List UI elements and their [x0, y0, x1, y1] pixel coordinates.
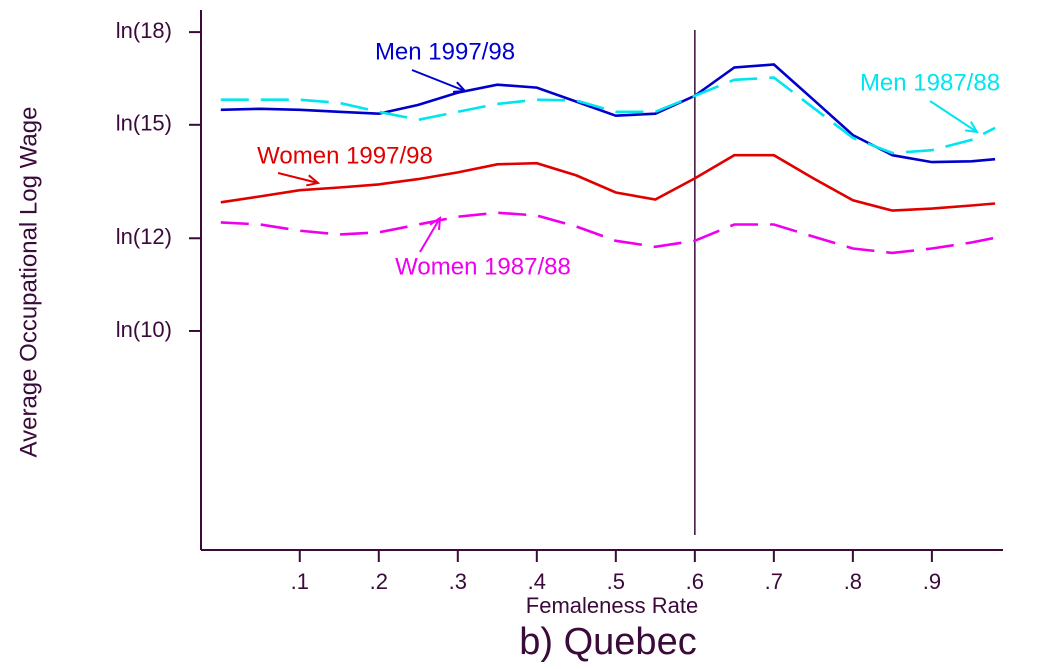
y-tick-label: ln(10)	[116, 317, 172, 342]
series-label: Women 1997/98	[257, 142, 433, 169]
label-arrow	[277, 172, 319, 184]
label-arrow	[411, 69, 466, 92]
x-tick-label: .5	[607, 569, 625, 594]
series-line	[220, 153, 996, 212]
x-tick-label: .7	[765, 569, 783, 594]
x-tick-label: .9	[923, 569, 941, 594]
x-tick-label: .1	[291, 569, 309, 594]
x-tick-label: .8	[844, 569, 862, 594]
label-arrowhead	[306, 174, 321, 187]
label-arrow	[419, 217, 441, 253]
series-label: Men 1997/98	[375, 38, 515, 65]
x-tick-label: .3	[449, 569, 467, 594]
x-tick-label: .4	[528, 569, 546, 594]
y-tick-label: ln(12)	[116, 224, 172, 249]
y-axis-label: Average Occupational Log Wage	[15, 107, 42, 458]
x-tick-label: .2	[370, 569, 388, 594]
label-arrowhead	[452, 81, 468, 93]
series-label: Women 1987/88	[395, 253, 571, 280]
series-line	[220, 76, 996, 155]
x-tick-label: .6	[686, 569, 704, 594]
label-arrowhead	[429, 216, 442, 231]
y-tick-label: ln(18)	[116, 18, 172, 43]
series-line	[220, 211, 996, 255]
label-arrowhead	[964, 121, 979, 134]
x-axis-label: Femaleness Rate	[526, 593, 698, 618]
chart-title: b) Quebec	[519, 621, 696, 663]
y-tick-label: ln(15)	[116, 111, 172, 136]
series-label: Men 1987/88	[860, 69, 1000, 96]
label-arrow	[929, 100, 978, 133]
